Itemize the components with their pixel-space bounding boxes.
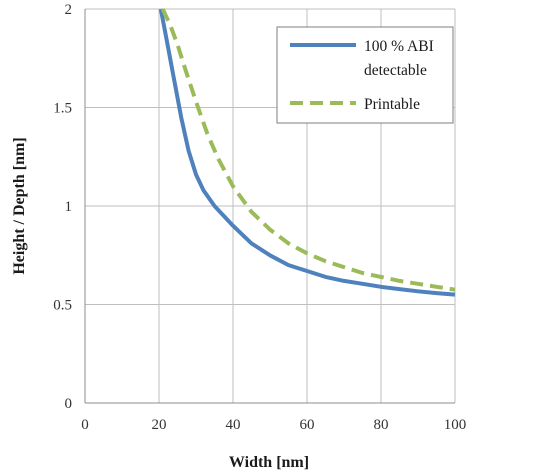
- plot-frame: [84, 9, 455, 404]
- x-tick-label: 0: [81, 417, 89, 433]
- legend: 100 % ABI detectable Printable: [276, 26, 454, 124]
- y-tick-label: 0.5: [53, 298, 72, 314]
- x-tick-label: 60: [300, 417, 315, 433]
- x-tick-label: 20: [152, 417, 167, 433]
- x-tick-label: 80: [374, 417, 389, 433]
- legend-label-abi-detectable: 100 % ABI: [364, 38, 434, 55]
- series-layer: [158, 8, 456, 297]
- y-tick-label: 0: [65, 396, 73, 412]
- series-line-printable: [160, 8, 456, 292]
- x-tick-label: 100: [444, 417, 467, 433]
- y-tick-label: 1.5: [53, 101, 72, 117]
- x-axis-title: Width [nm]: [229, 454, 309, 471]
- y-tick-label: 2: [65, 2, 73, 18]
- legend-label-printable: Printable: [364, 96, 420, 113]
- tick-labels: 0 20 40 60 80 100 0 0.5 1 1.5 2: [53, 2, 466, 433]
- y-axis-title: Height / Depth [nm]: [11, 137, 28, 274]
- x-tick-label: 40: [226, 417, 241, 433]
- series-line-abi-detectable: [158, 8, 456, 297]
- legend-label-abi-detectable-cont: detectable: [364, 62, 427, 79]
- y-tick-label: 1: [65, 199, 73, 215]
